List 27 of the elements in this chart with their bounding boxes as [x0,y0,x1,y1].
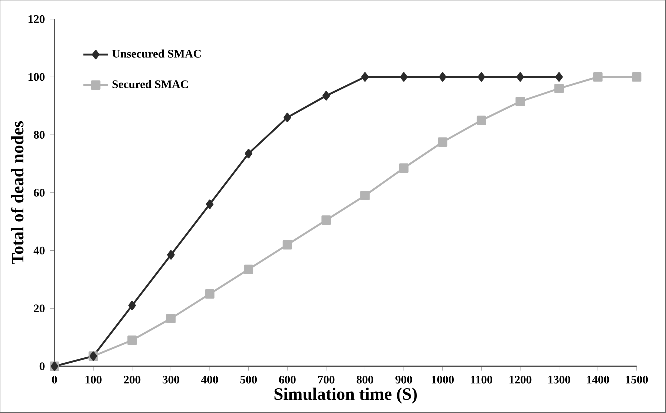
x-tick-label: 0 [52,376,58,384]
legend-label: Unsecured SMAC [112,50,201,58]
x-tick-label: 1000 [432,376,454,384]
x-tick-label: 400 [201,376,218,384]
y-axis-title: Total of dead nodes [11,121,24,265]
x-tick-label: 100 [86,376,102,384]
x-tick-label: 200 [124,376,141,384]
y-tick-label: 60 [34,189,45,197]
y-tick-label: 80 [34,131,45,139]
x-tick-label: 500 [240,376,258,384]
x-tick-label: 1400 [587,376,610,384]
x-tick-label: 900 [396,376,412,384]
x-tick-label: 1500 [626,376,648,384]
y-tick-label: 40 [34,246,45,255]
y-tick-label: 120 [28,15,45,24]
x-tick-label: 300 [162,376,180,384]
y-tick-label: 100 [28,73,45,82]
x-tick-label: 1300 [548,376,570,384]
y-tick-label: 20 [34,304,45,313]
x-tick-label: 1100 [471,376,493,384]
x-axis-title: Simulation time (S) [274,388,418,404]
legend-label: Secured SMAC [112,80,188,88]
x-tick-label: 700 [318,376,335,384]
x-tick-label: 800 [356,376,374,384]
y-tick-label: 0 [40,362,45,370]
x-tick-label: 1200 [510,376,532,384]
x-tick-label: 600 [279,376,296,384]
